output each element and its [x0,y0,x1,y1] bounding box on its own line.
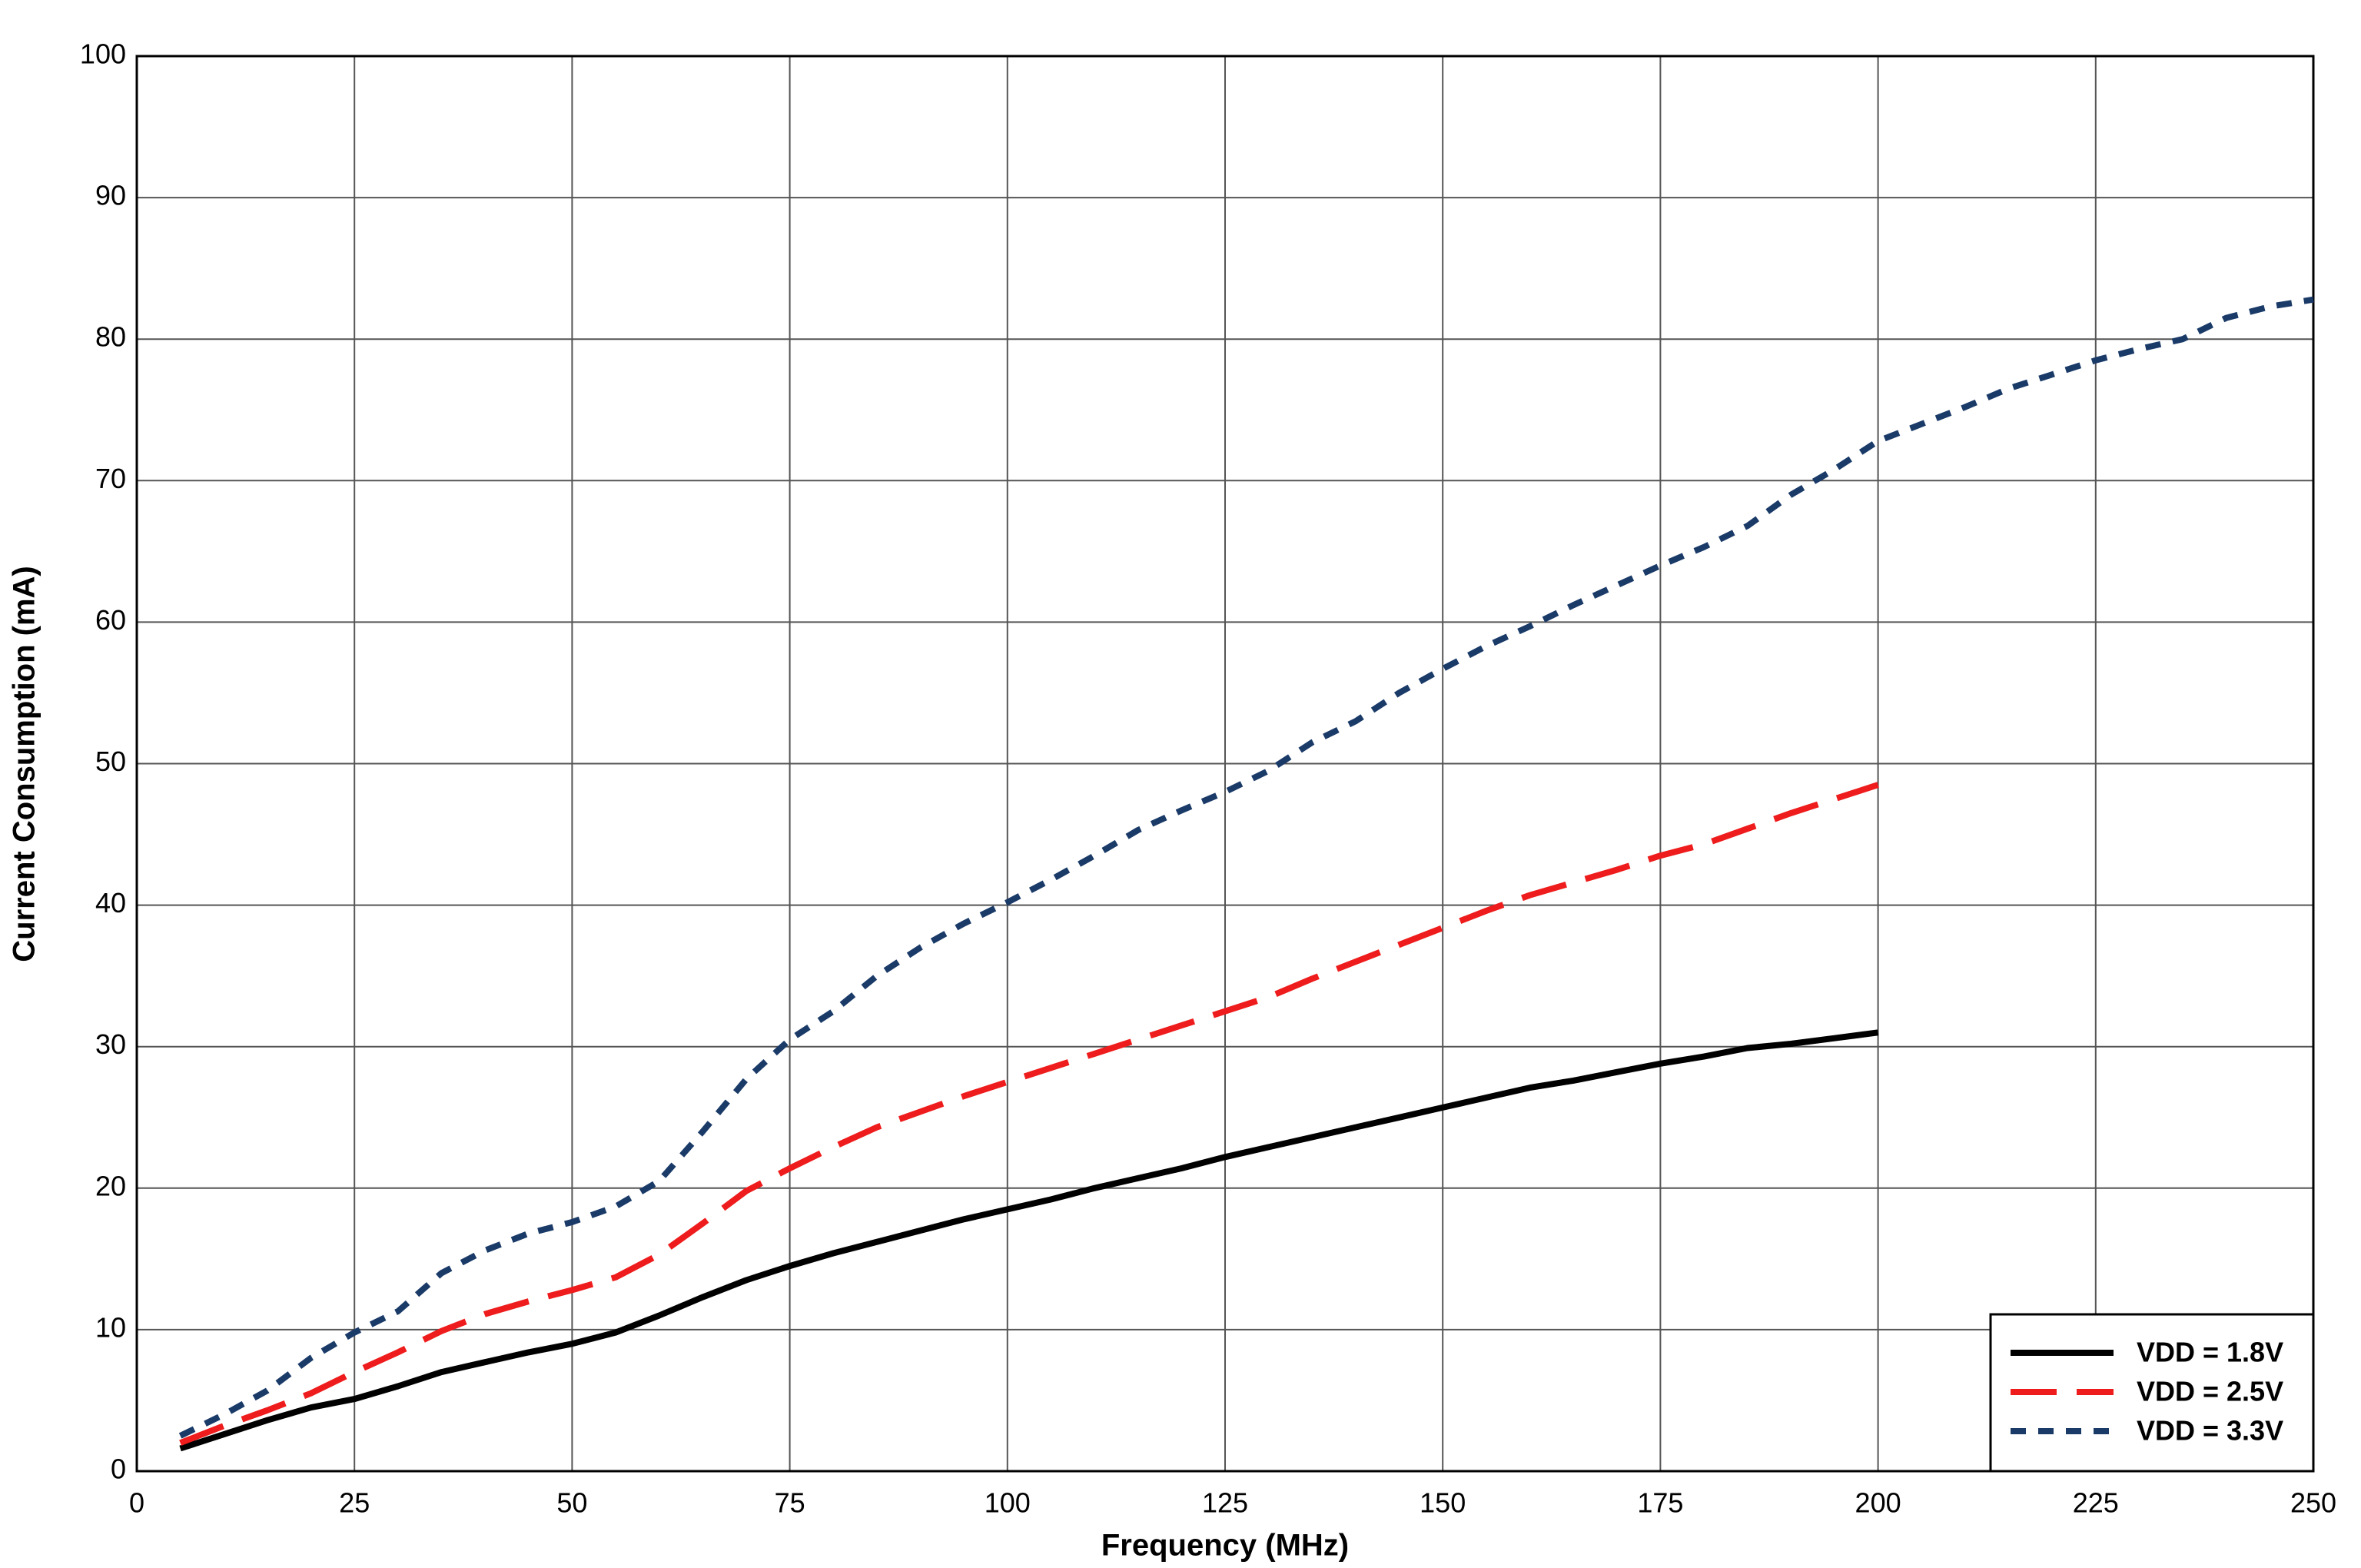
x-tick-label: 225 [2073,1487,2119,1519]
y-tick-label: 20 [95,1170,126,1201]
y-axis-title: Current Consumption (mA) [8,566,42,962]
x-tick-label: 150 [1420,1487,1466,1519]
y-tick-label: 60 [95,604,126,636]
legend-label: VDD = 2.5V [2137,1376,2283,1407]
legend-label: VDD = 3.3V [2137,1415,2283,1447]
y-tick-label: 80 [95,321,126,353]
y-tick-label: 40 [95,887,126,919]
x-tick-label: 200 [1855,1487,1901,1519]
series-line [179,1029,1879,1452]
series-line [179,782,1879,1446]
x-tick-label: 50 [556,1487,587,1519]
x-tick-label: 0 [129,1487,144,1519]
y-tick-label: 10 [95,1311,126,1343]
x-tick-label: 75 [775,1487,805,1519]
y-tick-label: 30 [95,1028,126,1060]
plot-frame [135,55,2315,1473]
x-tick-label: 100 [985,1487,1031,1519]
y-tick-label: 50 [95,746,126,777]
x-tick-label: 25 [339,1487,370,1519]
legend-label: VDD = 1.8V [2137,1337,2283,1368]
x-tick-label: 175 [1637,1487,1683,1519]
y-tick-label: 90 [95,180,126,211]
y-tick-label: 0 [111,1453,126,1485]
y-tick-label: 100 [80,38,126,70]
x-tick-label: 125 [1202,1487,1248,1519]
x-axis-title: Frequency (MHz) [1101,1529,1349,1563]
y-tick-label: 70 [95,463,126,494]
x-tick-label: 250 [2290,1487,2336,1519]
